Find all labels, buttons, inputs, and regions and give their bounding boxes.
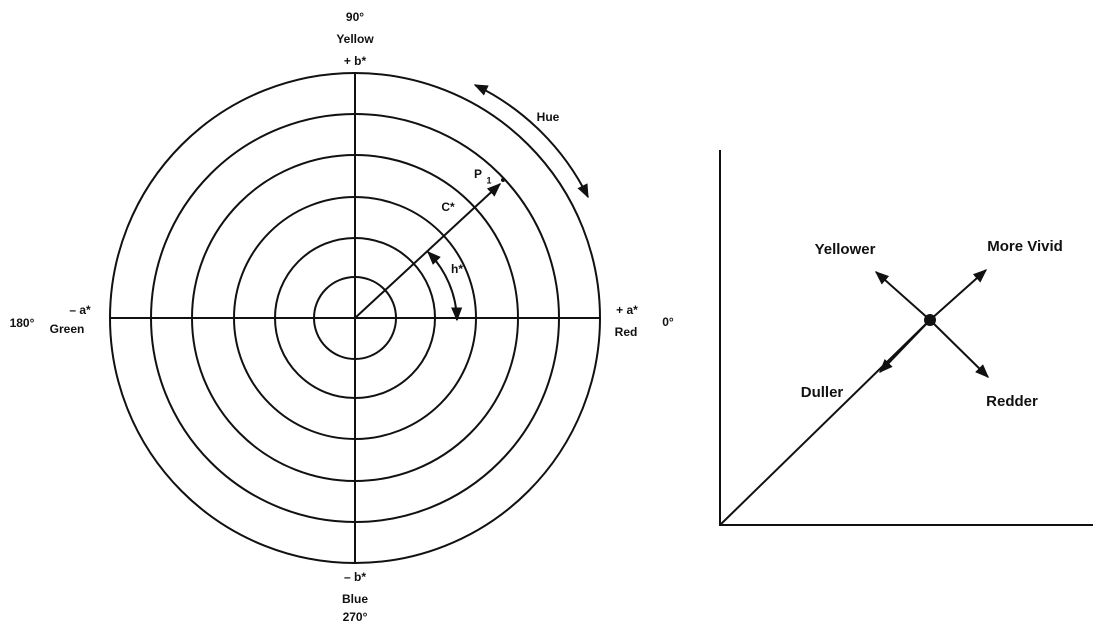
label: 90° [346,10,364,24]
label: Yellow [336,32,374,46]
direction-diagram: Yellower More Vivid Duller Redder [719,150,1093,526]
chroma-arrow [354,183,502,319]
label: Red [615,325,638,339]
redder-arrow [929,319,989,378]
label: Blue [342,592,368,606]
label: 270° [343,610,368,624]
label: Duller [801,384,844,401]
label: C* [441,200,455,214]
label: 0° [662,315,674,329]
vivid-arrow [929,269,988,321]
label: – b* [344,570,366,584]
label: More Vivid [987,238,1063,255]
label: h* [451,262,463,276]
polar-diagram: 90° Yellow + b* Hue P 1 C* h* – a* 180° … [10,10,674,624]
label: P [474,167,482,181]
label: Redder [986,393,1038,410]
label: 180° [10,316,35,330]
duller-arrow [879,319,931,374]
point [501,178,505,182]
label: – a* [69,303,91,317]
label: + a* [616,303,638,317]
hue-arrow [473,84,589,199]
label: Hue [537,110,560,124]
label: 1 [486,175,491,185]
point [924,314,936,326]
label: + b* [344,54,367,68]
yellower-arrow [874,271,931,321]
label: Green [50,322,85,336]
diagonal [719,319,931,526]
hue-angle-arrow [427,251,463,322]
label: Yellower [815,241,876,258]
